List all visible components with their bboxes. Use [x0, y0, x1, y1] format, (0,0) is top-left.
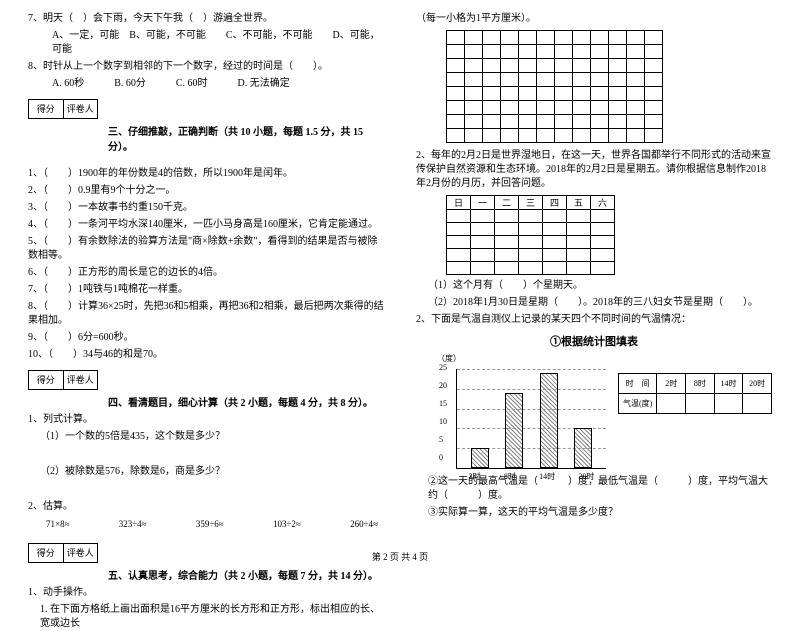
bar-chart: （度） 0510152025 2时8时14时20时	[456, 369, 606, 469]
score-box-sec4: 得分 评卷人	[28, 370, 98, 390]
judge-1: 1、（ ）1900年的年份数是4的倍数，所以1900年是闰年。	[28, 167, 384, 181]
op-1a: 1. 在下面方格纸上画出面积是16平方厘米的长方形和正方形，标出相应的长、宽或边…	[28, 603, 384, 631]
score-label: 得分	[29, 100, 64, 118]
stat-cell	[714, 394, 743, 414]
y-axis-ticks: 0510152025	[439, 363, 447, 462]
chart-bars	[457, 369, 606, 468]
calc-1a: （1）一个数的5倍是435，这个数是多少？	[28, 430, 384, 444]
grader-label: 评卷人	[64, 100, 98, 118]
q8-options: A. 60秒 B. 60分 C. 60时 D. 无法确定	[28, 77, 384, 91]
stat-h2: 8时	[686, 374, 715, 394]
grid-note: （每一小格为1平方厘米）。	[416, 12, 772, 26]
left-column: 7、明天（ ）会下雨，今天下午我（ ）游遍全世界。 A、一定，可能 B、可能，不…	[28, 12, 384, 532]
judge-8: 8、（ ）计算36×25时，先把36和5相乘，再把36和2相乘，最后把两次乘得的…	[28, 300, 384, 328]
stat-cell	[657, 394, 686, 414]
judge-3: 3、（ ）一本故事书约重150千克。	[28, 201, 384, 215]
score-box-sec3: 得分 评卷人	[28, 99, 98, 119]
right-column: （每一小格为1平方厘米）。 2、每年的2月2日是世界湿地日，在这一天，世界各国都…	[416, 12, 772, 532]
stat-h0: 时 间	[619, 374, 657, 394]
estimate-title: 2、估算。	[28, 500, 384, 514]
stat-h3: 14时	[714, 374, 743, 394]
q7: 7、明天（ ）会下雨，今天下午我（ ）游遍全世界。	[28, 12, 384, 26]
q2-text: 2、每年的2月2日是世界湿地日，在这一天，世界各国都举行不同形式的活动来宣传保护…	[416, 149, 772, 191]
section-3-title: 三、仔细推敲，正确判断（共 10 小题，每题 1.5 分，共 15 分）。	[28, 123, 384, 153]
judge-2: 2、（ ）0.9里有9个十分之一。	[28, 184, 384, 198]
calc-1: 1、列式计算。	[28, 413, 384, 427]
stat-cell	[743, 394, 772, 414]
est-item-1: 71×8≈	[46, 519, 70, 529]
judge-5: 5、（ ）有余数除法的验算方法是"商×除数+余数"，看得到的结果是否与被除数相等…	[28, 235, 384, 263]
judge-10: 10、（ ）34与46的和是70。	[28, 348, 384, 362]
est-item-4: 103÷2≈	[273, 519, 301, 529]
judge-7: 7、（ ）1吨铁与1吨棉花一样重。	[28, 283, 384, 297]
stat-cell	[686, 394, 715, 414]
calc-1b: （2）被除数是576，除数是6，商是多少？	[28, 465, 384, 479]
stat-h1: 2时	[657, 374, 686, 394]
square-grid	[446, 30, 772, 143]
section-5-title: 五、认真思考，综合能力（共 2 小题，每题 7 分，共 14 分）。	[28, 567, 384, 582]
q3c: ③实际算一算，这天的平均气温是多少度？	[416, 506, 772, 520]
calendar-grid: 日一二三四五六	[446, 195, 772, 275]
page-container: 7、明天（ ）会下雨，今天下午我（ ）游遍全世界。 A、一定，可能 B、可能，不…	[28, 12, 772, 532]
q8: 8、时针从上一个数字到相邻的下一个数字，经过的时间是（ ）。	[28, 60, 384, 74]
stat-table: 时 间 2时 8时 14时 20时 气温(度)	[618, 373, 772, 414]
score-label: 得分	[29, 371, 64, 389]
judge-4: 4、（ ）一条河平均水深140厘米，一匹小马身高是160厘米，它肯定能通过。	[28, 218, 384, 232]
chart-title: ①根据统计图填表	[416, 333, 772, 349]
q2b: （2）2018年1月30日是星期（ ）。2018年的三八妇女节是星期（ ）。	[416, 296, 772, 310]
x-axis-labels: 2时8时14时20时	[457, 471, 606, 482]
q3-text: 2、下面是气温自测仪上记录的某天四个不同时间的气温情况：	[416, 313, 772, 327]
stat-h4: 20时	[743, 374, 772, 394]
estimate-items: 71×8≈ 323÷4≈ 359÷6≈ 103÷2≈ 260÷4≈	[28, 517, 384, 535]
judge-9: 9、（ ）6分=600秒。	[28, 331, 384, 345]
est-item-3: 359÷6≈	[196, 519, 224, 529]
op-1: 1、动手操作。	[28, 586, 384, 600]
est-item-5: 260÷4≈	[350, 519, 378, 529]
est-item-2: 323÷4≈	[119, 519, 147, 529]
stat-row-label: 气温(度)	[619, 394, 657, 414]
q7-options: A、一定，可能 B、可能，不可能 C、不可能，不可能 D、可能，可能	[28, 29, 384, 57]
grader-label: 评卷人	[64, 371, 98, 389]
chart-wrapper: （度） 0510152025 2时8时14时20时 时 间 2时 8时 14时 …	[436, 355, 772, 469]
page-footer: 第 2 页 共 4 页	[0, 550, 800, 563]
q2a: （1）这个月有（ ）个星期天。	[416, 279, 772, 293]
judge-6: 6、（ ）正方形的周长是它的边长的4倍。	[28, 266, 384, 280]
section-4-title: 四、看清题目，细心计算（共 2 小题，每题 4 分，共 8 分）。	[28, 394, 384, 409]
